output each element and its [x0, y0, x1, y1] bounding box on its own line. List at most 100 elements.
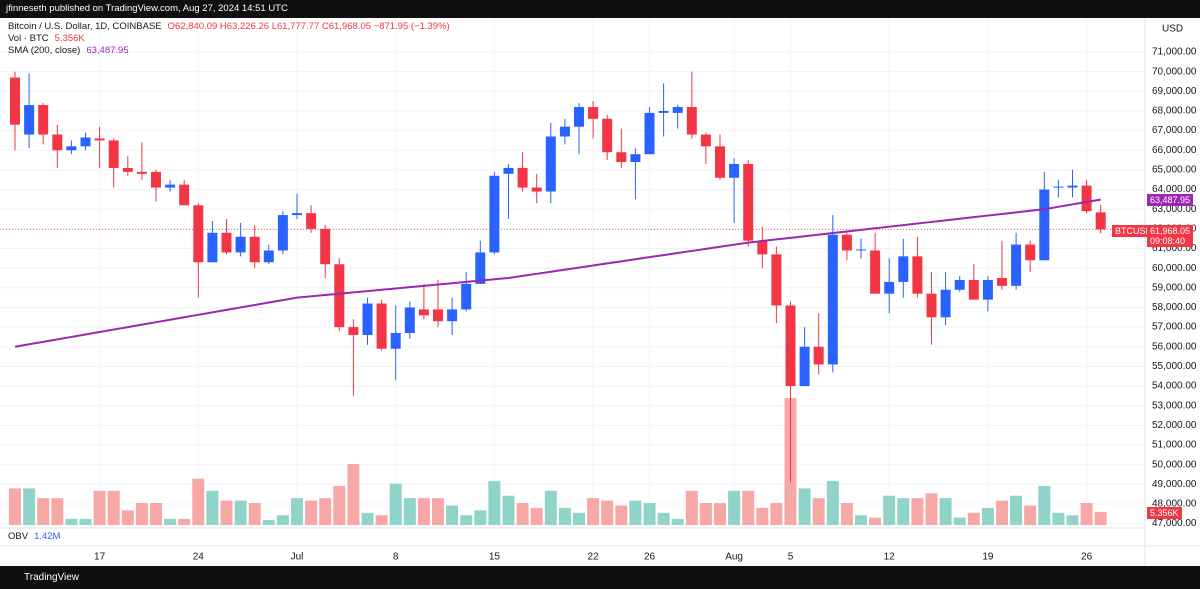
volume-bar	[855, 515, 867, 525]
volume-bar	[361, 512, 374, 525]
volume-bar	[728, 490, 741, 525]
x-tick-label: Jul	[291, 552, 304, 563]
candle-body	[179, 184, 190, 206]
y-tick-label: 60,000.00	[1152, 263, 1197, 274]
volume-bar	[389, 483, 402, 525]
candle-body	[672, 107, 683, 113]
y-tick-label: 50,000.00	[1152, 459, 1197, 470]
candle-body	[531, 187, 542, 192]
y-tick-label: 49,000.00	[1152, 479, 1197, 490]
volume-bar	[135, 503, 148, 525]
candle-body	[489, 175, 500, 253]
volume-bar	[671, 518, 684, 525]
volume-bar	[587, 498, 600, 525]
candle-body	[982, 279, 993, 300]
y-tick-label: 70,000.00	[1152, 66, 1197, 77]
candle-body	[334, 264, 345, 328]
obv-value: 1.42M	[34, 531, 61, 542]
candle-body	[263, 250, 274, 263]
y-tick-label: 57,000.00	[1152, 322, 1197, 333]
symbol: Bitcoin / U.S. Dollar, 1D, COINBASE	[8, 21, 162, 32]
candle-body	[165, 184, 176, 188]
volume-bar	[516, 503, 529, 525]
legend-sma: SMA (200, close) 63,487.95	[8, 45, 135, 56]
candle-body	[207, 232, 218, 263]
sma-price-label: 63,487.95	[1147, 194, 1194, 206]
y-tick-label: 69,000.00	[1152, 86, 1197, 97]
candle-body	[1081, 185, 1092, 212]
y-tick-label: 58,000.00	[1152, 302, 1197, 313]
candle-body	[433, 309, 443, 322]
x-tick-label: 17	[94, 552, 106, 563]
y-tick-label: 59,000.00	[1152, 282, 1197, 293]
volume-bar	[1024, 505, 1037, 525]
candle-body	[644, 112, 655, 155]
candle-body	[108, 140, 119, 168]
x-tick-label: 26	[1081, 552, 1093, 563]
candle-body	[545, 136, 556, 192]
candle-body	[715, 146, 725, 178]
candle-body	[221, 232, 232, 253]
candle-body	[390, 332, 401, 349]
volume-bar	[967, 512, 980, 525]
candle-body	[1039, 189, 1050, 261]
volume-bar	[1066, 515, 1079, 525]
volume-bar	[65, 518, 78, 525]
volume-value: 5.356K	[54, 33, 85, 44]
volume-bar	[1080, 503, 1093, 525]
candle-body	[461, 283, 472, 310]
candle-body	[94, 138, 105, 141]
volume-bar	[164, 518, 177, 525]
volume-bar	[643, 503, 656, 525]
volume-bar	[220, 500, 233, 525]
x-tick-label: 15	[489, 552, 501, 563]
y-tick-label: 64,000.00	[1152, 184, 1197, 195]
volume-bar	[347, 464, 360, 525]
candle-body	[757, 240, 768, 255]
candle-body	[743, 164, 754, 241]
volume-bar	[897, 498, 910, 525]
candle-body	[404, 307, 415, 333]
volume-bar	[629, 500, 642, 525]
volume-bar	[544, 490, 557, 525]
volume-bar	[488, 481, 501, 525]
legend-symbol: Bitcoin / U.S. Dollar, 1D, COINBASE O62,8…	[8, 21, 456, 32]
volume-bar	[742, 490, 755, 525]
candle-body	[52, 134, 63, 151]
candle-body	[503, 167, 514, 174]
candle-body	[827, 234, 838, 365]
y-tick-label: 54,000.00	[1152, 381, 1197, 392]
volume-bar	[276, 515, 289, 525]
candle-body	[80, 137, 91, 147]
candle-body	[926, 293, 937, 318]
volume-bar	[150, 503, 162, 525]
candle-body	[277, 215, 288, 251]
volume-bar	[262, 520, 275, 525]
x-tick-label: 24	[193, 552, 205, 563]
candle-body	[658, 110, 669, 113]
last-price-label: 61,968.05 09:08:40	[1147, 225, 1194, 247]
volume-bar	[869, 517, 882, 525]
x-tick-label: 22	[588, 552, 600, 563]
x-tick-label: 19	[982, 552, 994, 563]
y-tick-label: 65,000.00	[1152, 165, 1197, 176]
volume-bar	[615, 505, 628, 525]
y-tick-label: 51,000.00	[1152, 440, 1197, 451]
candle-body	[1025, 244, 1036, 261]
volume-bar	[305, 500, 318, 525]
x-tick-label: 26	[644, 552, 656, 563]
candle-body	[1095, 212, 1106, 230]
volume-bar	[178, 518, 191, 525]
candle-body	[870, 250, 881, 294]
candle-body	[841, 234, 852, 251]
volume-bar	[840, 503, 853, 525]
volume-bar	[432, 498, 444, 525]
candle-body	[616, 152, 627, 163]
volume-bar	[474, 510, 487, 525]
footer: TradingView	[0, 566, 1200, 589]
volume-bar	[1052, 512, 1065, 525]
candle-body	[151, 171, 161, 188]
volume-bar	[699, 503, 712, 525]
volume-bar	[573, 512, 585, 525]
candle-body	[362, 303, 373, 335]
